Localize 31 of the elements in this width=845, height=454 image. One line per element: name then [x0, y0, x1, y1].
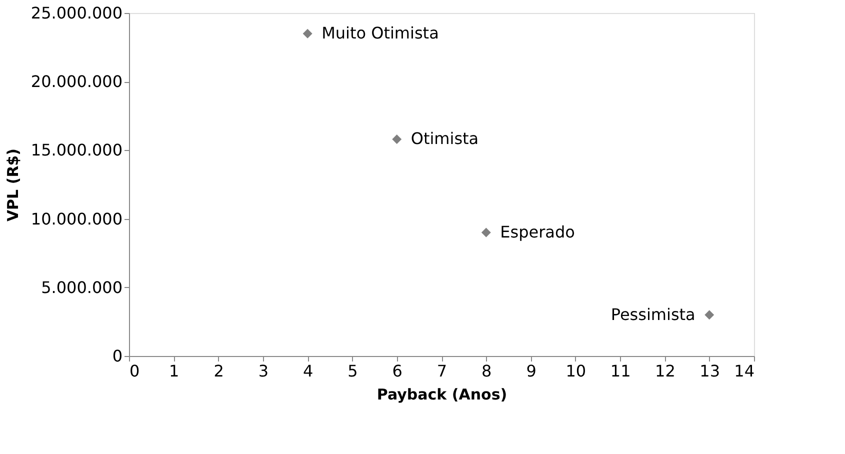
- annotation: Pessimista: [610, 304, 696, 324]
- x-tick-label: 6: [392, 362, 402, 380]
- annotation: Esperado: [500, 222, 575, 242]
- x-tick-label: 3: [258, 362, 269, 380]
- annotation: Muito Otimista: [322, 24, 439, 43]
- x-tick-label: 5: [348, 362, 358, 380]
- x-tick-label: 11: [610, 362, 631, 380]
- annotation: Otimista: [410, 129, 479, 148]
- x-tick-label: 2: [214, 362, 224, 380]
- y-tick-label: 5.000.000: [41, 278, 122, 297]
- x-tick-label: 7: [436, 362, 448, 380]
- point: [704, 310, 714, 320]
- point: [302, 28, 312, 38]
- point: [392, 134, 402, 144]
- y-tick-label: 15.000.000: [30, 140, 122, 160]
- x-tick-label: 12: [655, 362, 676, 380]
- x-tick-label: 4: [302, 362, 314, 380]
- x-tick-label: 1: [169, 362, 180, 380]
- point: [481, 228, 491, 238]
- x-tick-label: 0: [130, 362, 140, 380]
- y-tick-label: 10.000.000: [30, 209, 122, 228]
- x-axis-title: Payback (Anos): [376, 386, 508, 404]
- y-tick-label: 20.000.000: [30, 72, 122, 92]
- x-tick-label: 8: [482, 362, 492, 380]
- x-tick-label: 9: [526, 362, 536, 380]
- y-tick-label: 25.000.000: [30, 4, 122, 22]
- x-tick-label: 10: [566, 362, 586, 380]
- y-axis-title: VPL (R$): [4, 148, 22, 222]
- y-tick-label: 0: [112, 346, 122, 366]
- x-tick-label: 13: [700, 362, 720, 380]
- x-tick-label: 14: [734, 362, 754, 380]
